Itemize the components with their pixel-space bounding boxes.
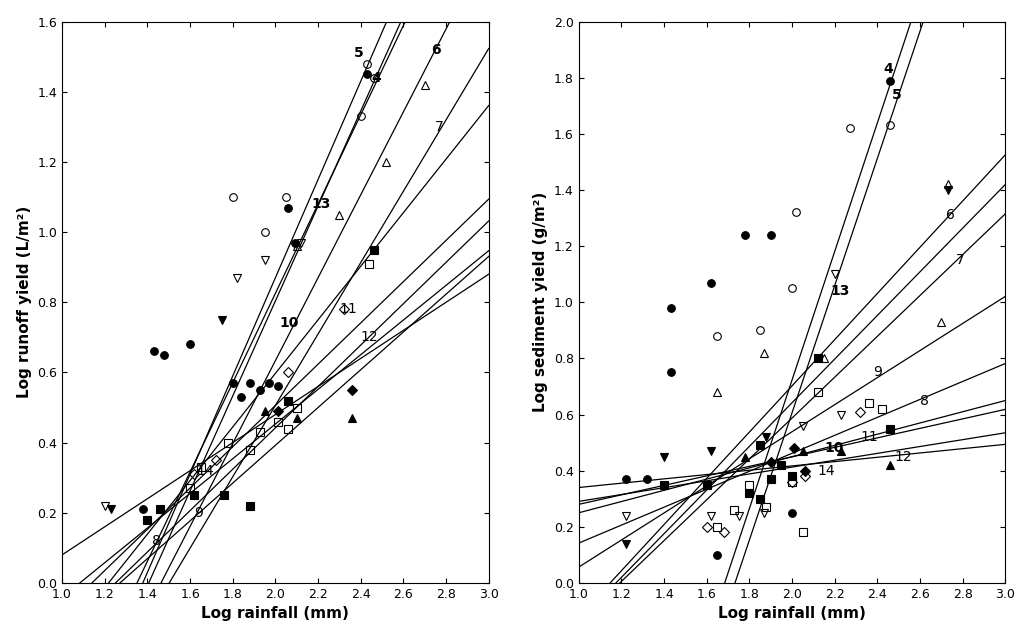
Text: 8: 8: [152, 534, 161, 548]
Text: 12: 12: [895, 450, 912, 464]
Text: 4: 4: [883, 63, 894, 77]
Text: 9: 9: [194, 506, 203, 520]
Text: 13: 13: [831, 284, 850, 298]
Text: 14: 14: [817, 464, 835, 478]
Text: 7: 7: [436, 120, 444, 134]
Text: 10: 10: [825, 441, 843, 456]
Text: 10: 10: [280, 316, 299, 330]
Text: 12: 12: [361, 330, 379, 345]
Text: 5: 5: [354, 46, 364, 60]
Text: 4: 4: [372, 71, 381, 85]
X-axis label: Log rainfall (mm): Log rainfall (mm): [718, 606, 866, 621]
Text: 7: 7: [957, 253, 965, 267]
Y-axis label: Log sediment yield (g/m²): Log sediment yield (g/m²): [534, 192, 548, 412]
Text: 11: 11: [340, 302, 357, 316]
Text: 11: 11: [861, 430, 878, 444]
Text: 8: 8: [921, 394, 929, 408]
Text: 6: 6: [431, 43, 441, 57]
Y-axis label: Log runoff yield (L/m²): Log runoff yield (L/m²): [17, 206, 32, 398]
Text: 13: 13: [312, 197, 331, 211]
Text: 14: 14: [196, 464, 214, 478]
Text: 9: 9: [873, 366, 882, 380]
Text: 6: 6: [945, 208, 955, 222]
X-axis label: Log rainfall (mm): Log rainfall (mm): [201, 606, 349, 621]
Text: 5: 5: [893, 87, 902, 101]
